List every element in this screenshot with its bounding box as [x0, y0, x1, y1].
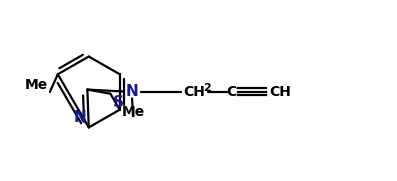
Text: S: S — [112, 95, 123, 110]
Text: Me: Me — [121, 105, 145, 119]
Text: Me: Me — [25, 78, 48, 92]
Text: CH: CH — [184, 85, 206, 98]
Text: C: C — [226, 85, 237, 98]
Text: N: N — [74, 110, 87, 125]
Text: N: N — [126, 84, 139, 99]
Text: 2: 2 — [204, 83, 211, 93]
Text: CH: CH — [269, 85, 291, 98]
